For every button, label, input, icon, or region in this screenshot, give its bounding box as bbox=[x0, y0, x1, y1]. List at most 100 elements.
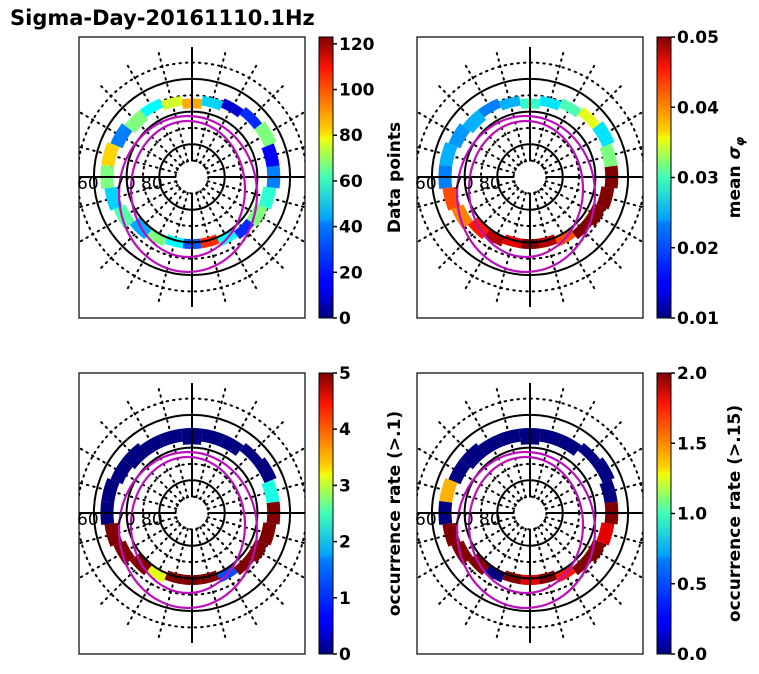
heatmap-bin bbox=[121, 442, 149, 470]
colorbar-tick-label: 20 bbox=[339, 263, 363, 283]
colorbar-tick-label: 0 bbox=[339, 309, 351, 329]
heatmap-bin bbox=[577, 106, 601, 130]
colorbar bbox=[318, 372, 334, 655]
heatmap-bin bbox=[220, 98, 244, 118]
heatmap-bin bbox=[539, 428, 563, 447]
heatmap-bin bbox=[219, 434, 244, 456]
mlt-gridline bbox=[206, 180, 305, 209]
colorbar-tick-label: 2.0 bbox=[677, 364, 707, 384]
heatmap-bin bbox=[592, 457, 615, 483]
mlt-gridline bbox=[417, 520, 517, 580]
mlt-gridline bbox=[543, 446, 643, 506]
mlt-gridline bbox=[417, 145, 516, 174]
colorbar-label: mean σφ bbox=[725, 136, 747, 218]
mlt-gridline bbox=[540, 83, 624, 167]
colorbar-label: Data points bbox=[385, 122, 405, 233]
panel-top-right: 60 70 80 0.01 0.02 0.03 0.04 0.05 mean σφ bbox=[415, 28, 747, 329]
heatmap-bin bbox=[239, 106, 263, 130]
mlt-gridline bbox=[195, 49, 227, 163]
heatmap-bin bbox=[557, 434, 582, 456]
mlt-gridline bbox=[533, 385, 565, 499]
mlt-gridline bbox=[202, 187, 286, 271]
heatmap-bin bbox=[246, 539, 268, 563]
mlt-gridline bbox=[125, 190, 185, 292]
mlt-gridline bbox=[417, 446, 517, 506]
mlt-gridline bbox=[157, 49, 189, 163]
mlt-gridline bbox=[125, 62, 185, 164]
colorbar-tick-label: 4 bbox=[339, 420, 351, 440]
mlt-gridline bbox=[157, 385, 189, 499]
mlt-gridline bbox=[79, 110, 179, 170]
mlt-gridline bbox=[206, 145, 305, 174]
colorbar-tick-label: 40 bbox=[339, 218, 363, 238]
heatmap-bin bbox=[140, 98, 164, 118]
heatmap-bin bbox=[462, 109, 487, 134]
heatmap-bin bbox=[596, 522, 615, 546]
mlt-gridline bbox=[544, 180, 643, 209]
mlt-gridline bbox=[537, 62, 597, 164]
heatmap-bin bbox=[254, 457, 277, 483]
heatmap-bin bbox=[113, 540, 135, 565]
mlt-gridline bbox=[195, 191, 227, 305]
mlt-gridline bbox=[202, 83, 286, 167]
colorbar-tick-label: 60 bbox=[339, 172, 363, 192]
mlt-gridline bbox=[199, 398, 259, 500]
mlt-gridline bbox=[463, 62, 523, 164]
mlt-gridline bbox=[205, 184, 305, 244]
mlt-gridline bbox=[540, 187, 624, 271]
heatmap-bin bbox=[596, 186, 615, 210]
mlt-gridline bbox=[79, 446, 179, 506]
colorbar-tick-label: 100 bbox=[339, 81, 375, 101]
oval-boundary-inner bbox=[467, 119, 585, 259]
colorbar-tick-label: 1.5 bbox=[677, 434, 707, 454]
heatmap-bin bbox=[577, 442, 601, 466]
mlt-gridline bbox=[195, 527, 227, 641]
heatmap-bin bbox=[478, 98, 502, 118]
mlt-gridline bbox=[463, 398, 523, 500]
colorbar bbox=[318, 36, 334, 319]
colorbar-label: occurrence rate (>.1) bbox=[385, 411, 405, 616]
heatmap-bin bbox=[558, 98, 582, 118]
colorbar-tick-label: 80 bbox=[339, 126, 363, 146]
mlt-gridline bbox=[495, 49, 527, 163]
latitude-label: 70 bbox=[452, 174, 474, 194]
heatmap-bin bbox=[599, 479, 618, 504]
oval-boundary-outer bbox=[455, 114, 597, 274]
colorbar-tick-label: 2 bbox=[339, 533, 351, 553]
latitude-label: 60 bbox=[77, 174, 99, 194]
heatmap-bin bbox=[439, 141, 458, 167]
mlt-gridline bbox=[98, 523, 182, 607]
mlt-gridline bbox=[537, 190, 597, 292]
mlt-gridline bbox=[205, 110, 305, 170]
mlt-gridline bbox=[79, 516, 178, 545]
heatmap-bin bbox=[539, 95, 562, 111]
colorbar-tick-label: 0.03 bbox=[677, 169, 719, 189]
heatmap-bin bbox=[592, 121, 615, 147]
colorbar-tick-label: 1.0 bbox=[677, 505, 707, 525]
mlt-gridline bbox=[463, 190, 523, 292]
latitude-label: 70 bbox=[114, 510, 136, 530]
mlt-gridline bbox=[417, 180, 516, 209]
colorbar-tick-label: 5 bbox=[339, 364, 351, 384]
mlt-gridline bbox=[495, 385, 527, 499]
colorbar-tick-label: 3 bbox=[339, 476, 351, 496]
mlt-gridline bbox=[495, 527, 527, 641]
colorbar-label: occurrence rate (>.15) bbox=[725, 405, 745, 622]
mlt-gridline bbox=[98, 419, 182, 503]
mlt-gridline bbox=[125, 526, 185, 628]
mlt-gridline bbox=[544, 481, 643, 510]
heatmap-bin bbox=[201, 428, 225, 447]
oval-boundary-inner bbox=[467, 455, 585, 595]
mlt-gridline bbox=[463, 526, 523, 628]
mlt-gridline bbox=[202, 523, 286, 607]
mlt-gridline bbox=[543, 520, 643, 580]
mlt-gridline bbox=[417, 481, 516, 510]
mlt-gridline bbox=[544, 145, 643, 174]
mlt-gridline bbox=[540, 419, 624, 503]
mlt-gridline bbox=[533, 49, 565, 163]
mlt-gridline bbox=[79, 184, 179, 244]
colorbar bbox=[656, 372, 672, 655]
mlt-gridline bbox=[125, 398, 185, 500]
heatmap-bin bbox=[146, 564, 167, 583]
